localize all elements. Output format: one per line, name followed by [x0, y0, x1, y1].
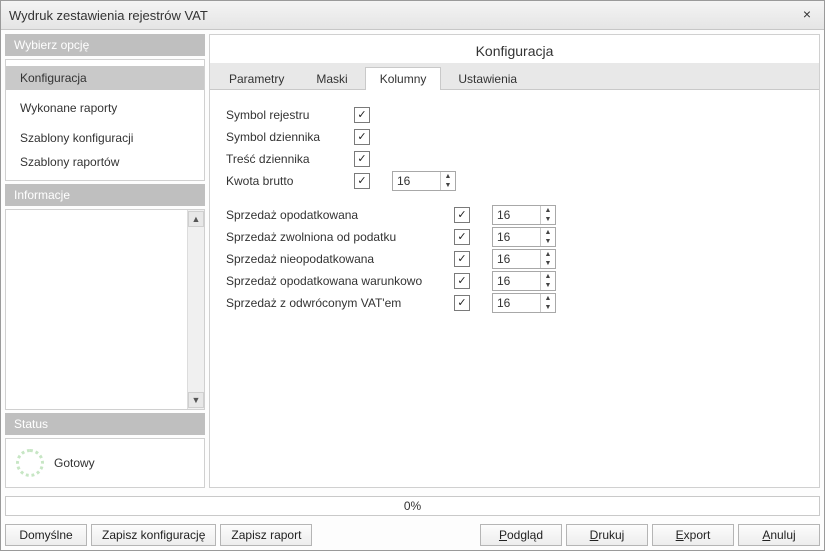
- spinner-value[interactable]: 16: [393, 172, 440, 190]
- footer-action-button-0[interactable]: Podgląd: [480, 524, 562, 546]
- config-row: Kwota brutto ✓ 16▲▼: [226, 170, 803, 192]
- sidebar-item-1[interactable]: Wykonane raporty: [6, 96, 204, 120]
- spinner-value[interactable]: 16: [493, 294, 540, 312]
- row-label: Sprzedaż z odwróconym VAT'em: [226, 296, 446, 310]
- spinner-up-icon[interactable]: ▲: [541, 294, 555, 303]
- row-label: Symbol rejestru: [226, 108, 346, 122]
- spinner-up-icon[interactable]: ▲: [541, 250, 555, 259]
- tab-maski[interactable]: Maski: [301, 67, 362, 90]
- info-box: ▲ ▼: [5, 209, 205, 410]
- config-row: Symbol rejestru ✓: [226, 104, 803, 126]
- config-row: Treść dziennika ✓: [226, 148, 803, 170]
- row-label: Sprzedaż zwolniona od podatku: [226, 230, 446, 244]
- dialog-window: Wydruk zestawienia rejestrów VAT × Wybie…: [0, 0, 825, 551]
- spinner-value[interactable]: 16: [493, 228, 540, 246]
- footer-button-1[interactable]: Zapisz konfigurację: [91, 524, 216, 546]
- spinner-up-icon[interactable]: ▲: [441, 172, 455, 181]
- tab-content-columns: Symbol rejestru✓Symbol dziennika✓Treść d…: [210, 90, 819, 487]
- row-label: Sprzedaż nieopodatkowana: [226, 252, 446, 266]
- left-column: Wybierz opcję Konfiguracja Wykonane rapor…: [5, 34, 205, 488]
- footer-button-0[interactable]: Domyślne: [5, 524, 87, 546]
- config-row: Sprzedaż nieopodatkowana ✓ 16▲▼: [226, 248, 803, 270]
- spinner-down-icon[interactable]: ▼: [441, 181, 455, 190]
- spinner-up-icon[interactable]: ▲: [541, 206, 555, 215]
- checkbox[interactable]: ✓: [454, 295, 470, 311]
- options-list: Konfiguracja Wykonane raporty Szablony kon…: [5, 59, 205, 181]
- footer-action-button-1[interactable]: Drukuj: [566, 524, 648, 546]
- footer-button-2[interactable]: Zapisz raport: [220, 524, 312, 546]
- tab-ustawienia[interactable]: Ustawienia: [443, 67, 532, 90]
- tab-parametry[interactable]: Parametry: [214, 67, 299, 90]
- config-row: Sprzedaż z odwróconym VAT'em ✓ 16▲▼: [226, 292, 803, 314]
- row-label: Kwota brutto: [226, 174, 346, 188]
- tab-kolumny[interactable]: Kolumny: [365, 67, 442, 90]
- status-header: Status: [5, 413, 205, 435]
- row-label: Sprzedaż opodatkowana: [226, 208, 446, 222]
- status-text: Gotowy: [54, 456, 95, 470]
- config-row: Sprzedaż opodatkowana warunkowo ✓ 16▲▼: [226, 270, 803, 292]
- footer-action-button-2[interactable]: Export: [652, 524, 734, 546]
- checkbox[interactable]: ✓: [354, 107, 370, 123]
- footer: DomyślneZapisz konfiguracjęZapisz raport…: [1, 520, 824, 550]
- number-spinner[interactable]: 16▲▼: [492, 249, 556, 269]
- dialog-body: Wybierz opcję Konfiguracja Wykonane rapor…: [1, 30, 824, 492]
- checkbox[interactable]: ✓: [354, 173, 370, 189]
- row-label: Treść dziennika: [226, 152, 346, 166]
- spinner-up-icon[interactable]: ▲: [541, 272, 555, 281]
- spinner-down-icon[interactable]: ▼: [541, 259, 555, 268]
- checkbox[interactable]: ✓: [454, 273, 470, 289]
- checkbox[interactable]: ✓: [454, 207, 470, 223]
- spinner-value[interactable]: 16: [493, 250, 540, 268]
- spinner-value[interactable]: 16: [493, 272, 540, 290]
- scroll-down-icon[interactable]: ▼: [188, 392, 204, 408]
- progress-text: 0%: [6, 497, 819, 515]
- checkbox[interactable]: ✓: [354, 129, 370, 145]
- checkbox[interactable]: ✓: [354, 151, 370, 167]
- spinner-down-icon[interactable]: ▼: [541, 215, 555, 224]
- number-spinner[interactable]: 16▲▼: [492, 271, 556, 291]
- window-title: Wydruk zestawienia rejestrów VAT: [9, 8, 798, 23]
- spinner-up-icon[interactable]: ▲: [541, 228, 555, 237]
- spinner-down-icon[interactable]: ▼: [541, 237, 555, 246]
- checkbox[interactable]: ✓: [454, 229, 470, 245]
- close-icon[interactable]: ×: [798, 6, 816, 24]
- sidebar-item-2[interactable]: Szablony konfiguracji: [6, 126, 204, 150]
- main-title: Konfiguracja: [210, 35, 819, 63]
- config-row: Symbol dziennika ✓: [226, 126, 803, 148]
- progress-bar: 0%: [5, 496, 820, 516]
- number-spinner[interactable]: 16▲▼: [492, 293, 556, 313]
- number-spinner[interactable]: 16▲▼: [492, 227, 556, 247]
- options-header: Wybierz opcję: [5, 34, 205, 56]
- spinner-value[interactable]: 16: [493, 206, 540, 224]
- info-scrollbar[interactable]: ▲ ▼: [187, 210, 204, 409]
- main-panel: Konfiguracja ParametryMaskiKolumnyUstawi…: [209, 34, 820, 488]
- row-label: Symbol dziennika: [226, 130, 346, 144]
- row-label: Sprzedaż opodatkowana warunkowo: [226, 274, 446, 288]
- tab-strip: ParametryMaskiKolumnyUstawienia: [210, 63, 819, 90]
- config-row: Sprzedaż opodatkowana ✓ 16▲▼: [226, 204, 803, 226]
- status-box: Gotowy: [5, 438, 205, 488]
- status-ready-icon: [16, 449, 44, 477]
- titlebar: Wydruk zestawienia rejestrów VAT ×: [1, 1, 824, 30]
- checkbox[interactable]: ✓: [454, 251, 470, 267]
- sidebar-item-3[interactable]: Szablony raportów: [6, 150, 204, 174]
- sidebar-item-0[interactable]: Konfiguracja: [6, 66, 204, 90]
- info-header: Informacje: [5, 184, 205, 206]
- spinner-down-icon[interactable]: ▼: [541, 281, 555, 290]
- number-spinner[interactable]: 16▲▼: [392, 171, 456, 191]
- number-spinner[interactable]: 16▲▼: [492, 205, 556, 225]
- config-row: Sprzedaż zwolniona od podatku ✓ 16▲▼: [226, 226, 803, 248]
- scroll-up-icon[interactable]: ▲: [188, 211, 204, 227]
- footer-action-button-3[interactable]: Anuluj: [738, 524, 820, 546]
- spinner-down-icon[interactable]: ▼: [541, 303, 555, 312]
